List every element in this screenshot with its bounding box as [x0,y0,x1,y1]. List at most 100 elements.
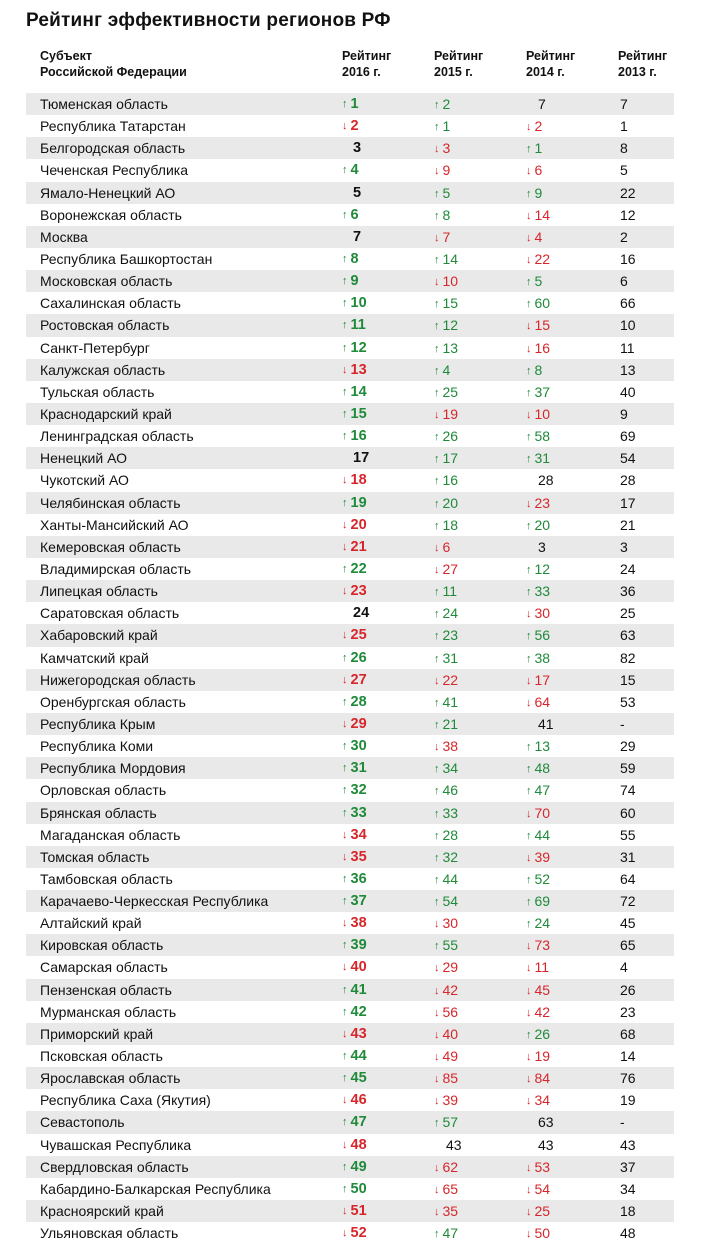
table-row: Санкт-Петербург ↑ 12 ↑ 13 ↓ 16 11 [26,336,674,360]
arrow-up-icon: ↑ [434,851,440,864]
rank-2015: ↑ 2 [434,93,450,116]
rank-value: 54 [442,893,459,910]
table-row: Саратовская область 24 ↑ 24 ↓ 30 25 [26,602,674,625]
arrow-down-icon: ↓ [434,165,440,178]
rank-2014: ↑ 12 [526,558,550,581]
rank-value: 25 [442,383,459,400]
arrow-up-icon: ↑ [434,298,440,311]
rank-value: 30 [442,915,459,932]
rank-value: 19 [350,494,367,511]
rank-2015: ↑ 34 [434,757,458,780]
table-row: Липецкая область ↓ 23 ↑ 11 ↑ 33 36 [26,580,674,603]
header-2016-line2: 2016 г. [342,65,381,79]
rank-value: 20 [534,516,551,533]
rank-value: 32 [442,848,459,865]
rank-2016: 5 [342,182,361,204]
arrow-up-icon: ↑ [342,319,348,332]
rank-value: 19 [534,1048,551,1065]
arrow-up-icon: ↑ [342,1005,348,1018]
rank-value: 37 [534,383,551,400]
rank-2013: 9 [620,405,628,422]
rank-2014: ↓ 64 [526,691,550,714]
table-row: Севастополь ↑ 47 ↑ 57 63- [26,1111,674,1134]
table-row: Свердловская область ↑ 49 ↓ 62 ↓ 53 37 [26,1155,674,1178]
rank-2013: 15 [620,671,636,688]
rank-value: 26 [534,1025,551,1042]
rank-value: 33 [350,804,367,821]
rank-value: 46 [442,782,459,799]
rank-2013: 6 [620,273,628,290]
rank-value: 23 [534,494,551,511]
rank-value: 24 [442,605,459,622]
region-name: Челябинская область [40,494,181,511]
arrow-down-icon: ↓ [434,143,440,156]
rank-2014: ↑ 13 [526,735,550,758]
rank-2014: ↓ 17 [526,669,550,692]
rank-value: 23 [442,627,459,644]
rank-2015: ↑ 13 [434,337,458,360]
rank-value: 11 [534,959,550,976]
region-name: Хабаровский край [40,627,158,644]
table-row: Алтайский край ↓ 38 ↓ 30 ↑ 24 45 [26,912,674,935]
rank-value: 50 [350,1180,367,1197]
rank-2013: 13 [620,361,636,378]
rank-value: 16 [442,472,459,489]
header-2015-line2: 2015 г. [434,65,473,79]
rank-value: 43 [350,1025,367,1042]
rank-value: 17 [353,450,370,467]
arrow-down-icon: ↓ [342,120,348,133]
rank-2014: ↑ 8 [526,359,542,382]
rank-value: 7 [442,228,451,245]
rank-2016: ↑ 1 [342,93,359,115]
arrow-up-icon: ↑ [434,763,440,776]
rank-value: 13 [442,339,459,356]
rank-value: 2 [442,96,451,112]
rank-value: 17 [442,450,459,467]
rank-value: 34 [442,760,459,777]
rank-value: 4 [442,361,451,378]
rank-value: 20 [442,494,459,511]
region-name: Оренбургская область [40,693,186,710]
arrow-up-icon: ↑ [434,320,440,333]
rank-2015: ↑ 32 [434,846,458,869]
arrow-down-icon: ↓ [342,474,348,487]
rank-value: 17 [534,671,551,688]
rank-2014: ↑ 48 [526,757,550,780]
rank-2015: ↓ 40 [434,1023,458,1046]
rank-2014: ↓ 10 [526,403,550,426]
table-row: Калужская область ↓ 13 ↑ 4 ↑ 8 13 [26,358,674,382]
table-row: Тамбовская область ↑ 36 ↑ 44 ↑ 52 64 [26,867,674,891]
rank-value: 60 [534,295,551,312]
arrow-down-icon: ↓ [342,540,348,553]
rank-value: 16 [534,339,551,356]
rank-value: 41 [442,693,459,710]
region-name: Республика Крым [40,715,156,732]
rank-value: 38 [350,915,367,932]
rank-2015: ↓ 3 [434,137,450,160]
rank-value: 34 [350,826,367,843]
arrow-up-icon: ↑ [526,1028,532,1041]
rank-2013: 74 [620,782,636,799]
rank-2014: 63 [526,1111,554,1133]
arrow-down-icon: ↓ [526,342,532,355]
rank-value: 5 [353,184,362,201]
rank-value: 22 [534,250,551,267]
rank-value: 57 [442,1114,459,1131]
rank-2016: ↑ 50 [342,1178,367,1200]
table-row: Магаданская область ↓ 34 ↑ 28 ↑ 44 55 [26,823,674,846]
rank-value: 38 [534,649,551,666]
rank-value: 46 [350,1092,367,1109]
rank-2014: ↓ 50 [526,1222,550,1245]
rank-2015: ↑ 15 [434,292,458,315]
rank-2013: 31 [620,848,636,865]
region-name: Севастополь [40,1114,125,1131]
rank-value: 31 [350,760,367,777]
rank-2014: ↓ 23 [526,492,550,515]
rank-value: 28 [442,826,459,843]
header-region-line1: Субъект [40,49,92,63]
rank-2016: ↓ 46 [342,1089,367,1111]
rank-2014: 28 [526,469,554,491]
rank-value: 27 [350,671,367,688]
rank-2015: ↑ 54 [434,890,458,913]
region-name: Ленинградская область [40,428,194,445]
